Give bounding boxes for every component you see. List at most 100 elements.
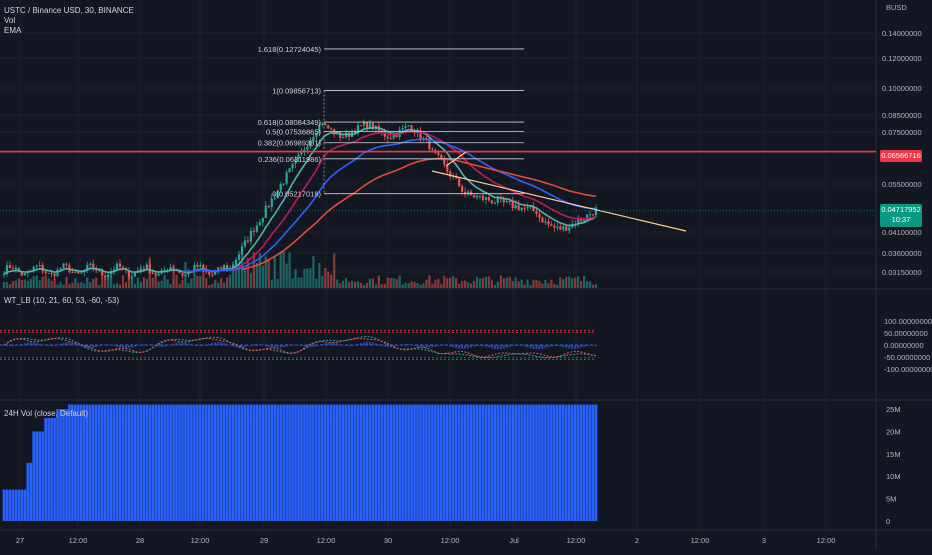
candle-body (562, 226, 565, 230)
candle-body (223, 265, 226, 269)
osc-hist-bar (410, 344, 413, 346)
candle-body (142, 268, 145, 270)
volume-bar (324, 267, 327, 288)
candle-body (517, 205, 520, 211)
osc-hist-bar (211, 342, 214, 346)
candle-body (353, 131, 357, 134)
volume-bar (493, 284, 496, 288)
osc-hist-bar (59, 343, 62, 346)
volume-bar (392, 278, 395, 288)
volume-bar (416, 282, 419, 288)
vol24-bar (74, 404, 77, 521)
osc-hist-bar (208, 343, 211, 346)
osc-hist-bar (526, 345, 529, 348)
osc-hist-bar (514, 345, 517, 346)
candle-body (50, 273, 53, 275)
volume-bar (65, 276, 68, 288)
volume-bar (303, 268, 306, 288)
vol24-bar (404, 404, 407, 521)
vol24-bar (85, 404, 89, 521)
candle-body (591, 214, 595, 216)
vol24-bar (380, 404, 384, 521)
vol24-bar (133, 404, 137, 521)
vol24-bar (261, 404, 265, 521)
vol24-bar (303, 404, 306, 521)
candle-body (312, 137, 315, 141)
volume-bar (413, 281, 416, 288)
vol24-bar (255, 404, 259, 521)
candle-body (282, 183, 285, 185)
candle-body (20, 271, 23, 276)
osc-hist-bar (83, 345, 86, 348)
vol24-bar (222, 404, 226, 521)
vol24-bar (356, 404, 360, 521)
candle-body (443, 159, 446, 165)
osc-hist-bar (377, 344, 380, 346)
volume-bar (166, 279, 169, 288)
candle-body (392, 134, 395, 139)
volume-bar (580, 281, 583, 288)
price-axis-currency: BUSD (886, 3, 907, 12)
osc-hist-bar (351, 345, 354, 347)
volume-bar (336, 279, 339, 288)
vol24-bar (29, 462, 33, 521)
volume-bar (300, 277, 303, 288)
symbol-legend[interactable]: USTC / Binance USD, 30, BINANCE Vol EMA (4, 6, 134, 36)
vol24-tick-label: 0 (886, 517, 890, 526)
vol24-bar (115, 404, 119, 521)
osc-hist-bar (116, 345, 119, 347)
vol24-bar (419, 404, 422, 521)
vol24-bar (35, 431, 39, 521)
candle-body (139, 268, 142, 271)
volume-bar (591, 284, 595, 288)
volume-bar (428, 275, 431, 288)
volume-bar (481, 278, 485, 288)
vol24-bar (401, 404, 404, 521)
osc-hist-bar (553, 345, 556, 347)
osc-hist-bar (187, 343, 190, 346)
osc-hist-bar (62, 342, 65, 346)
osc-hist-bar (3, 345, 5, 346)
vol24-bar (204, 404, 208, 521)
vol24-bar (508, 404, 512, 521)
volume-bar (401, 284, 404, 288)
volume-bar (112, 284, 116, 288)
candle-body (449, 171, 452, 177)
vol24-bar (478, 404, 482, 521)
vol24-bar (389, 404, 393, 521)
volume-bar (196, 275, 199, 288)
candle-body (481, 195, 485, 200)
volume-bar (425, 279, 428, 288)
vol24-bar (157, 404, 160, 521)
horizontal-line-price-label: 0.06566716 (880, 150, 922, 162)
volume-bar (240, 254, 244, 288)
candle-body (56, 269, 59, 277)
vol24-bar (365, 404, 369, 521)
volume-bar (71, 282, 74, 288)
osc-hist-bar (446, 345, 449, 346)
osc-hist-bar (330, 342, 333, 346)
vol24-bar (59, 409, 62, 521)
volume-bar (77, 282, 80, 288)
volume-bar (68, 283, 71, 288)
vol24-bar (538, 404, 541, 521)
volume-bar (243, 269, 247, 288)
osc-hist-bar (71, 342, 74, 346)
candle-body (446, 164, 449, 172)
vol24-bar (17, 489, 21, 521)
volume-bar (538, 281, 541, 288)
candle-body (47, 273, 50, 275)
vol24-bar (276, 404, 279, 521)
volume-bar (223, 282, 226, 288)
volume-bar (118, 284, 122, 288)
osc-hist-bar (20, 344, 23, 346)
volume-bar (29, 278, 32, 288)
volume-bar (520, 279, 523, 288)
vol24-tick-label: 25M (886, 405, 901, 414)
vol24-bar (594, 404, 598, 521)
vol24-bar (529, 404, 532, 521)
vol24-bar (109, 404, 113, 521)
candle-body (475, 195, 479, 198)
